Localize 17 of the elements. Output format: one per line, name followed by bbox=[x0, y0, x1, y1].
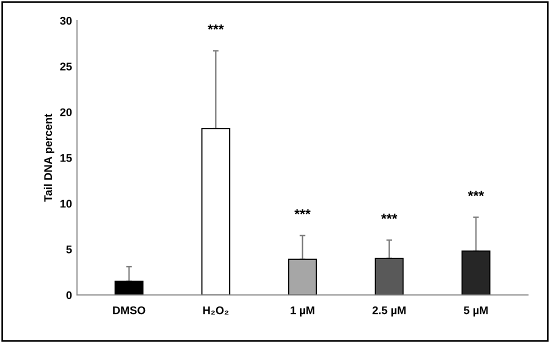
annotation: *** bbox=[468, 190, 484, 196]
x-tick-label: 2.5 µM bbox=[372, 306, 406, 316]
y-tick-label: 5 bbox=[66, 246, 72, 254]
y-axis-title: Tail DNA percent bbox=[44, 114, 54, 202]
y-tick-label: 15 bbox=[60, 154, 72, 162]
x-tick-label: DMSO bbox=[113, 306, 146, 314]
annotation: *** bbox=[294, 209, 311, 214]
y-tick-label: 0 bbox=[66, 291, 72, 300]
x-tick-label: H₂O₂ bbox=[203, 306, 228, 314]
x-tick-label: 1 µM bbox=[290, 306, 314, 316]
y-tick-label: 20 bbox=[60, 108, 72, 116]
y-tick-label: 30 bbox=[60, 16, 72, 25]
annotation: *** bbox=[381, 214, 398, 219]
y-tick-label: 25 bbox=[60, 62, 72, 70]
y-tick-label: 10 bbox=[60, 200, 72, 208]
x-tick-label: 5 µM bbox=[464, 306, 488, 316]
annotation: *** bbox=[208, 24, 224, 30]
